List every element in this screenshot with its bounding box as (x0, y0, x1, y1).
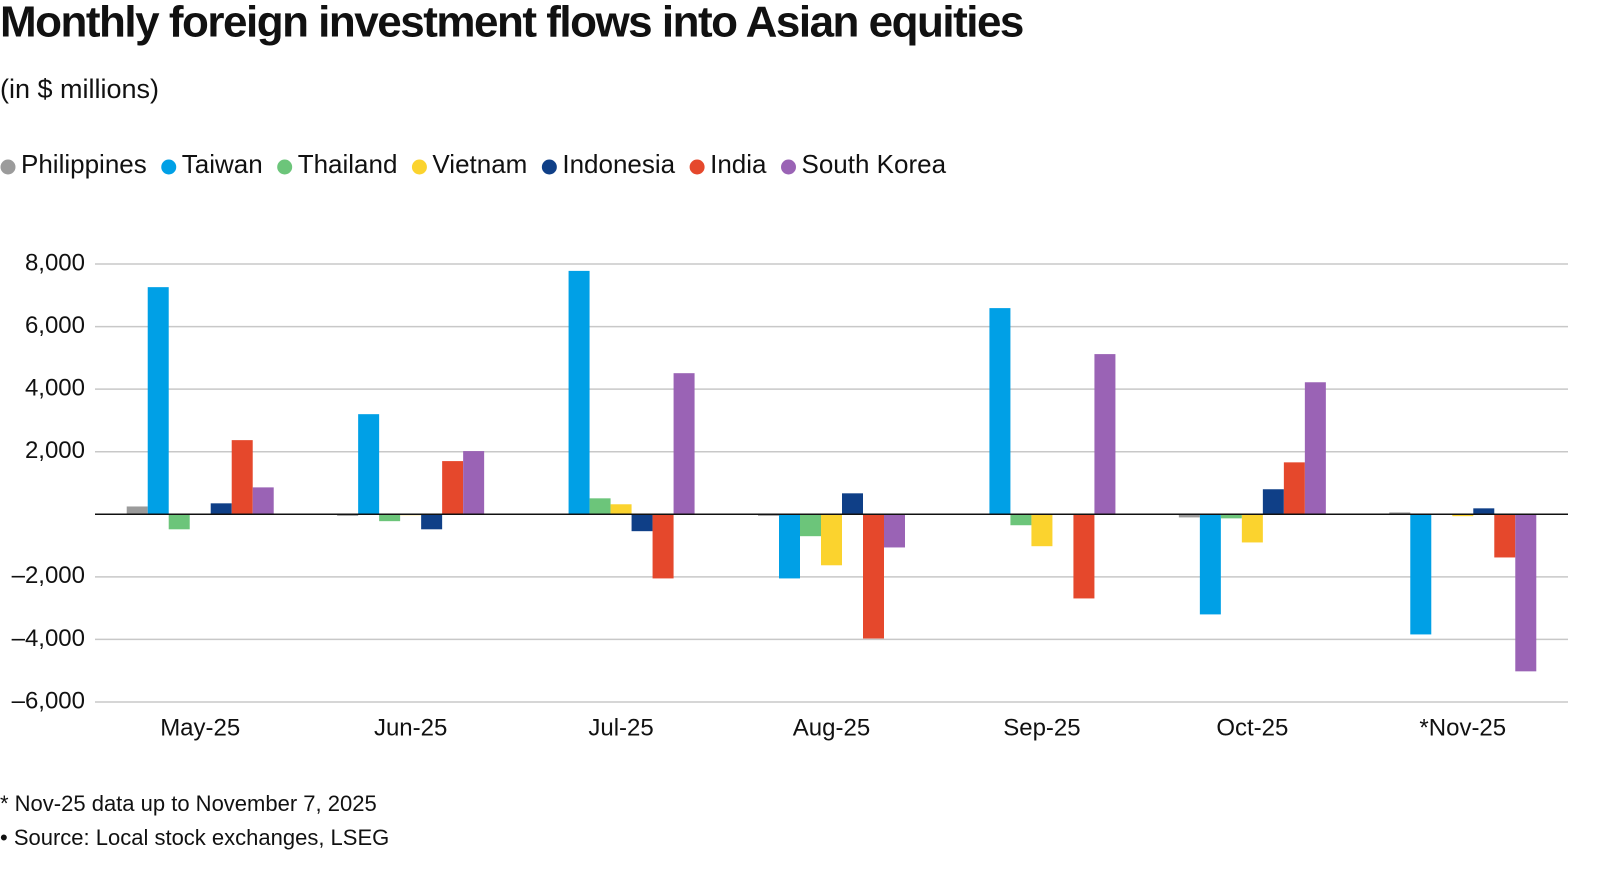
footnote: * Nov-25 data up to November 7, 2025 (0, 791, 377, 816)
legend-marker (781, 159, 796, 175)
bar (1389, 512, 1411, 515)
bar (358, 414, 380, 515)
legend-label: Thailand (298, 149, 398, 179)
bar (1304, 382, 1326, 515)
legend-label: India (710, 149, 767, 179)
bar (168, 514, 190, 530)
bar (631, 514, 653, 532)
legend-marker (689, 159, 705, 175)
legend-label: Indonesia (562, 149, 675, 179)
bar (442, 461, 464, 515)
footnote: • Source: Local stock exchanges, LSEG (0, 825, 389, 850)
bar (1220, 514, 1242, 519)
x-tick-label: Aug-25 (793, 714, 870, 741)
bar (463, 451, 485, 515)
legend-marker (0, 159, 16, 175)
bar (1073, 514, 1095, 599)
bar (1031, 514, 1053, 547)
y-tick-label: –4,000 (12, 625, 85, 652)
bar (231, 440, 253, 515)
bar (884, 514, 905, 548)
bar (863, 514, 884, 639)
y-tick-label: 6,000 (25, 312, 85, 339)
bar (1178, 514, 1200, 518)
bar (379, 514, 401, 522)
bar (1199, 514, 1221, 615)
bar (337, 514, 359, 516)
bar (147, 287, 169, 515)
bar (1241, 514, 1263, 543)
chart-title: Monthly foreign investment flows into As… (0, 0, 1023, 47)
y-tick-label: 8,000 (25, 249, 85, 276)
legend-label: Taiwan (182, 149, 263, 179)
x-tick-label: May-25 (160, 714, 240, 741)
y-tick-label: 2,000 (25, 437, 85, 464)
bar (779, 514, 800, 579)
bar (568, 270, 590, 515)
x-tick-label: Jul-25 (588, 714, 653, 741)
legend-marker (277, 159, 293, 175)
bar (1094, 354, 1116, 515)
bar (800, 514, 821, 537)
bar (126, 506, 148, 515)
legend-marker (411, 159, 427, 175)
bar (610, 504, 632, 515)
bar (652, 514, 674, 579)
bar (589, 498, 611, 515)
x-tick-label: *Nov-25 (1419, 714, 1506, 741)
x-tick-label: Sep-25 (1003, 714, 1080, 741)
bar (1494, 514, 1516, 558)
bar (1515, 514, 1537, 672)
bar (842, 493, 863, 515)
bar (1283, 462, 1305, 515)
bar (1410, 514, 1432, 635)
bar (1473, 508, 1495, 515)
y-tick-label: –2,000 (12, 562, 85, 589)
legend-label: Philippines (21, 149, 147, 179)
bar (1262, 489, 1284, 515)
legend-label: Vietnam (432, 149, 527, 179)
x-tick-label: Jun-25 (374, 714, 447, 741)
bar (989, 308, 1011, 515)
legend-marker (541, 159, 557, 175)
bar (252, 487, 274, 515)
bar (210, 503, 232, 515)
bar (421, 514, 443, 530)
legend-marker (161, 159, 177, 175)
legend: Philippines Taiwan Thailand Vietnam Indonesi… (0, 149, 947, 179)
chart-subtitle: (in $ millions) (0, 74, 159, 104)
bar (821, 514, 842, 566)
y-tick-label: –6,000 (12, 687, 85, 714)
bar (758, 514, 779, 516)
bar (673, 373, 695, 515)
legend-label: South Korea (802, 149, 947, 179)
bar (1010, 514, 1032, 526)
y-tick-label: 4,000 (25, 374, 85, 401)
x-tick-label: Oct-25 (1216, 714, 1288, 741)
bar (1452, 514, 1474, 517)
